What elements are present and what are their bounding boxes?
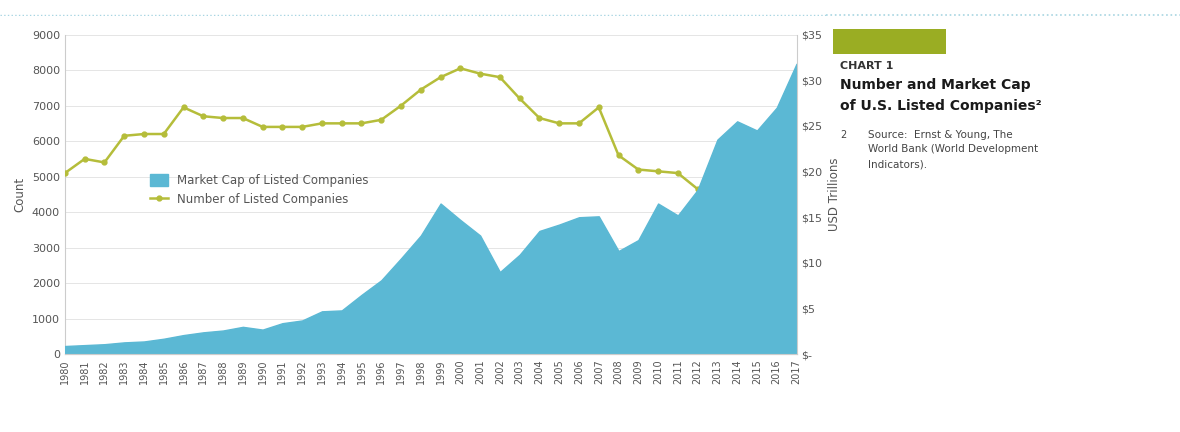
Text: CHART 1: CHART 1 bbox=[840, 61, 893, 71]
Y-axis label: Count: Count bbox=[13, 177, 26, 212]
Text: 2: 2 bbox=[840, 130, 846, 140]
Bar bbox=[833, 29, 946, 54]
Text: Source:  Ernst & Young, The
World Bank (World Development
Indicators).: Source: Ernst & Young, The World Bank (W… bbox=[868, 130, 1038, 169]
Legend: Market Cap of Listed Companies, Number of Listed Companies: Market Cap of Listed Companies, Number o… bbox=[144, 168, 374, 212]
Text: of U.S. Listed Companies²: of U.S. Listed Companies² bbox=[840, 99, 1042, 113]
Y-axis label: USD Trillions: USD Trillions bbox=[828, 158, 841, 231]
Text: Number and Market Cap: Number and Market Cap bbox=[840, 78, 1031, 92]
